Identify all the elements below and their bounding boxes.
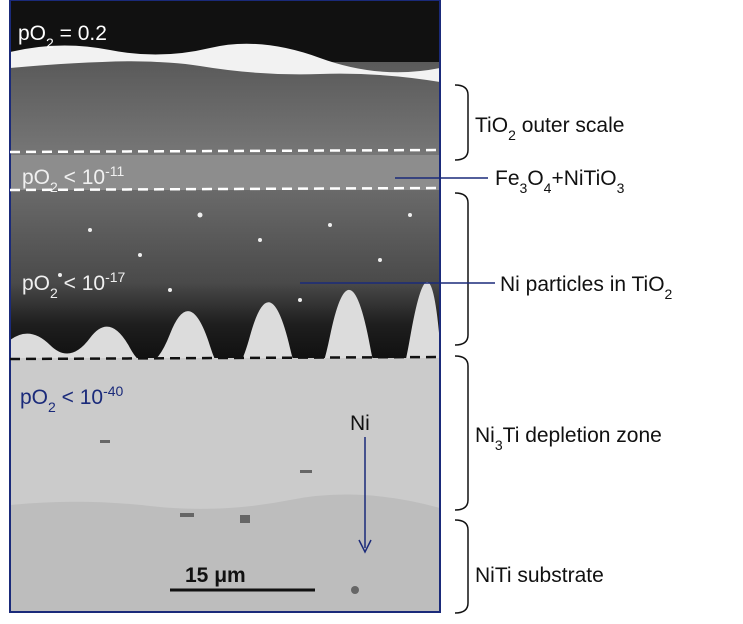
label-run: -17: [105, 269, 125, 285]
label-run: NiTi substrate: [475, 564, 604, 587]
zone-label: TiO2 outer scale: [475, 114, 624, 143]
label-run: outer scale: [516, 114, 625, 137]
label-run: < 10: [58, 272, 105, 295]
label-run: O: [527, 167, 543, 190]
micrograph: [10, 0, 440, 612]
label-run: Ti depletion zone: [503, 424, 662, 447]
label-run: -11: [105, 163, 124, 179]
label-run: 2: [46, 35, 54, 51]
label-run: pO: [22, 166, 50, 189]
scale-bar-label: 15 μm: [185, 564, 246, 587]
zone-label: NiTi substrate: [475, 564, 604, 587]
label-run: 2: [665, 286, 673, 302]
arrow-label: Ni: [350, 412, 370, 435]
label-run: 2: [508, 127, 516, 143]
label-run: 3: [495, 437, 503, 453]
label-run: pO: [20, 386, 48, 409]
label-run: Fe: [495, 167, 520, 190]
label-run: < 10: [56, 386, 103, 409]
figure: 15 μm Ni pO2 = 0.2pO2 < 10-11pO2 < 10-17…: [0, 0, 743, 619]
zone-label: Ni3Ti depletion zone: [475, 424, 662, 453]
label-run: 3: [520, 180, 528, 196]
brackets: [455, 85, 468, 613]
label-run: = 0.2: [54, 22, 107, 45]
label-run: Ni particles in TiO: [500, 273, 665, 296]
label-run: TiO: [475, 114, 508, 137]
label-run: 4: [544, 180, 552, 196]
zone-label: Ni particles in TiO2: [500, 273, 673, 302]
label-run: -40: [103, 383, 123, 399]
zone-label: Fe3O4+NiTiO3: [495, 167, 625, 196]
page: 15 μm Ni pO2 = 0.2pO2 < 10-11pO2 < 10-17…: [0, 0, 743, 624]
label-run: pO: [22, 272, 50, 295]
label-run: 2: [50, 285, 58, 301]
label-run: 3: [617, 180, 625, 196]
label-run: 2: [48, 399, 56, 415]
label-run: +NiTiO: [551, 167, 616, 190]
label-run: pO: [18, 22, 46, 45]
label-run: Ni: [475, 424, 495, 447]
label-run: < 10: [58, 166, 105, 189]
label-run: 2: [50, 179, 58, 195]
